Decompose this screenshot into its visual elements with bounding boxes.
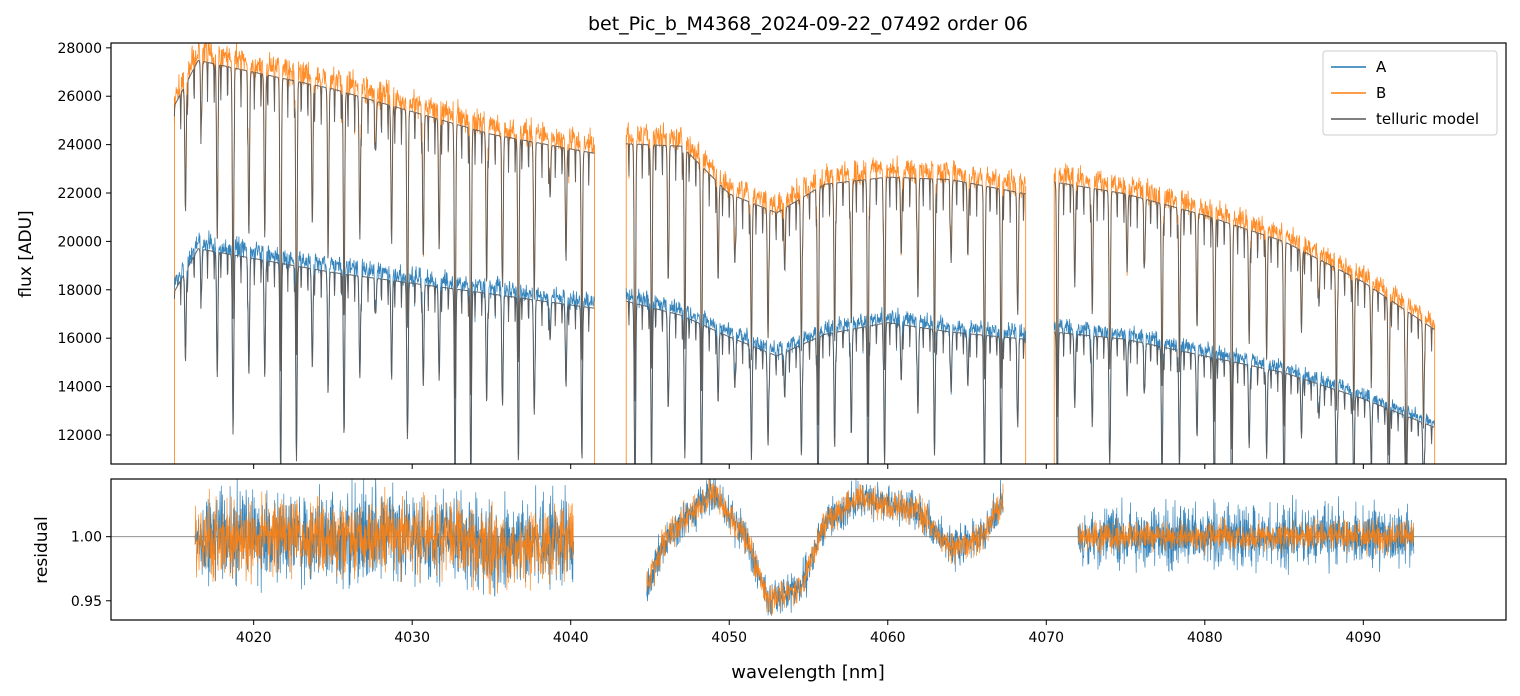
top-y-ticks: 12000 14000 16000 18000 20000 22000 24000 26000… (57, 41, 111, 444)
top-y-tick-label: 20000 (57, 234, 102, 250)
x-tick-label: 4050 (711, 630, 747, 646)
top-y-tick-label: 28000 (57, 41, 102, 57)
residual-B-segment-2 (1077, 517, 1415, 557)
series-A-segment-1 (625, 288, 1026, 464)
series-A-segment-0 (174, 230, 595, 464)
x-tick-label: 4070 (1028, 630, 1064, 646)
top-panel: 12000 14000 16000 18000 20000 22000 24000 26000… (16, 41, 1507, 469)
telluric-model-A-segment-1 (626, 300, 1026, 464)
top-y-tick-label: 24000 (57, 138, 102, 154)
x-tick-label: 4040 (553, 630, 589, 646)
bottom-axes-frame (110, 478, 1507, 621)
legend: A B telluric model (1322, 50, 1498, 136)
bottom-x-ticks: 4020 4030 4040 4050 4060 4070 4080 4090 (236, 620, 1381, 646)
x-tick-label: 4020 (236, 630, 272, 646)
top-axes-frame (110, 42, 1507, 465)
top-y-axis-label: flux [ADU] (16, 210, 36, 297)
top-y-tick-label: 16000 (57, 331, 102, 347)
residual-B (194, 479, 1415, 616)
x-tick-label: 4080 (1187, 630, 1223, 646)
residual-A-segment-2 (1077, 494, 1415, 575)
x-tick-label: 4090 (1346, 630, 1382, 646)
legend-label-A: A (1376, 58, 1387, 76)
bottom-y-tick-label: 1.00 (71, 530, 102, 546)
telluric-model-B-segment-1 (626, 143, 1026, 426)
telluric-model-series (173, 59, 1435, 464)
top-x-ticks (253, 464, 1364, 469)
legend-box (1322, 50, 1498, 136)
bottom-y-ticks: 0.95 1.00 (71, 530, 111, 610)
bottom-panel: 0.95 1.00 4020 4030 4040 4050 4060 4070 4080 409… (32, 478, 1507, 646)
residual-B-segment-0 (194, 486, 575, 595)
top-y-tick-label: 12000 (57, 428, 102, 444)
residual-B-segment-1 (646, 479, 1004, 616)
top-y-tick-label: 14000 (57, 380, 102, 396)
series-B-segment-0 (174, 43, 595, 395)
bottom-y-tick-label: 0.95 (71, 594, 102, 610)
chart-title: bet_Pic_b_M4368_2024-09-22_07492 order 0… (588, 13, 1028, 35)
top-y-tick-label: 26000 (57, 89, 102, 105)
x-tick-label: 4060 (870, 630, 906, 646)
legend-label-telluric: telluric model (1376, 110, 1479, 128)
x-axis-label: wavelength [nm] (731, 662, 885, 683)
bottom-y-axis-label: residual (32, 516, 52, 583)
legend-label-B: B (1376, 84, 1386, 102)
top-y-tick-label: 22000 (57, 186, 102, 202)
top-y-tick-label: 18000 (57, 283, 102, 299)
telluric-model-B-segment-2 (1054, 181, 1435, 464)
telluric-model-B-segment-0 (173, 59, 595, 399)
telluric-model-A-segment-0 (173, 248, 595, 464)
series-B-segment-1 (625, 122, 1026, 420)
x-tick-label: 4030 (394, 630, 430, 646)
telluric-model-A-segment-2 (1054, 331, 1435, 464)
